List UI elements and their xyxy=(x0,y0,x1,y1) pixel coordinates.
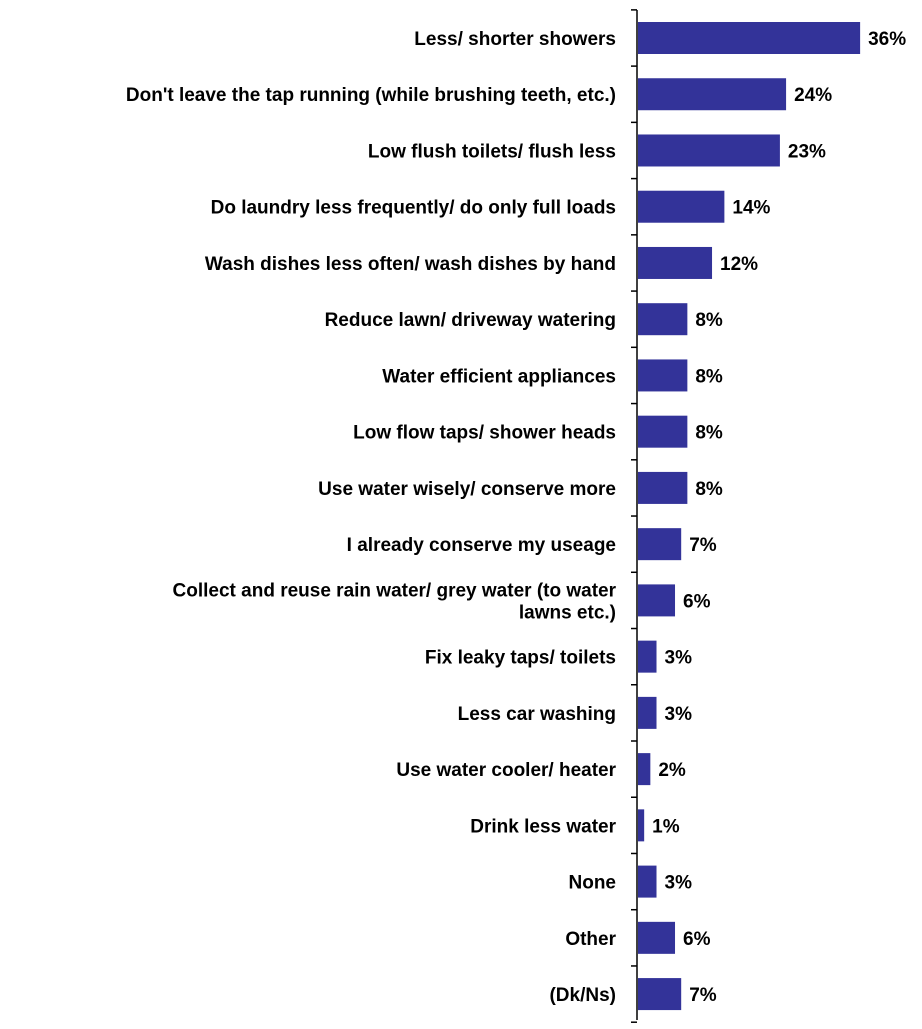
category-label-line: Other xyxy=(565,929,616,950)
category-label-line: Use water wisely/ conserve more xyxy=(318,479,616,500)
data-label: 6% xyxy=(683,929,711,950)
category-label-line: lawns etc.) xyxy=(519,602,616,623)
bar xyxy=(638,696,657,729)
category-label: Less/ shorter showers xyxy=(414,29,616,50)
data-label: 3% xyxy=(665,873,693,894)
category-label: Use water wisely/ conserve more xyxy=(318,479,616,500)
bar xyxy=(638,303,688,336)
category-label: Fix leaky taps/ toilets xyxy=(425,648,616,669)
category-label-line: Fix leaky taps/ toilets xyxy=(425,648,616,669)
data-label: 7% xyxy=(689,985,717,1006)
category-label-line: Reduce lawn/ driveway watering xyxy=(325,310,616,331)
data-label: 8% xyxy=(695,366,723,387)
category-label: Wash dishes less often/ wash dishes by h… xyxy=(205,254,616,275)
data-label: 23% xyxy=(788,141,826,162)
data-label: 14% xyxy=(732,198,770,219)
bar xyxy=(638,246,713,279)
axis-ticks xyxy=(631,9,637,1023)
bar xyxy=(638,190,725,223)
category-label: Collect and reuse rain water/ grey water… xyxy=(173,580,617,623)
bar xyxy=(638,78,787,111)
bar xyxy=(638,809,645,842)
category-label-line: None xyxy=(569,873,617,894)
bar xyxy=(638,978,682,1011)
data-label: 36% xyxy=(868,29,906,50)
category-label: (Dk/Ns) xyxy=(549,985,616,1006)
category-label: Water efficient appliances xyxy=(382,366,616,387)
category-label: Low flow taps/ shower heads xyxy=(353,423,616,444)
bar xyxy=(638,471,688,504)
category-label: Less car washing xyxy=(458,704,616,725)
data-label: 24% xyxy=(794,85,832,106)
bar xyxy=(638,528,682,561)
category-label-line: Collect and reuse rain water/ grey water… xyxy=(173,580,617,601)
category-label-line: Don't leave the tap running (while brush… xyxy=(126,85,616,106)
data-label: 12% xyxy=(720,254,758,275)
category-label-line: Do laundry less frequently/ do only full… xyxy=(211,198,616,219)
bar xyxy=(638,640,657,673)
category-label-line: Use water cooler/ heater xyxy=(396,760,616,781)
category-label-line: Drink less water xyxy=(470,816,616,837)
bar xyxy=(638,22,861,54)
bar xyxy=(638,753,651,786)
category-label: Drink less water xyxy=(470,816,616,837)
bar xyxy=(638,415,688,448)
bar xyxy=(638,865,657,898)
data-label: 8% xyxy=(695,310,723,331)
category-label: Do laundry less frequently/ do only full… xyxy=(211,198,616,219)
data-label: 7% xyxy=(689,535,717,556)
data-label: 3% xyxy=(665,648,693,669)
data-label: 1% xyxy=(652,816,680,837)
category-label: Use water cooler/ heater xyxy=(396,760,616,781)
data-label: 3% xyxy=(665,704,693,725)
data-label: 8% xyxy=(695,423,723,444)
category-label: None xyxy=(569,873,617,894)
category-label: Low flush toilets/ flush less xyxy=(368,141,616,162)
data-label: 8% xyxy=(695,479,723,500)
category-label-line: Water efficient appliances xyxy=(382,366,616,387)
category-labels: Less/ shorter showers Don't leave the tap… xyxy=(126,29,617,1006)
bar xyxy=(638,921,676,954)
category-label-line: Wash dishes less often/ wash dishes by h… xyxy=(205,254,616,275)
category-label: Don't leave the tap running (while brush… xyxy=(126,85,616,106)
data-label: 6% xyxy=(683,591,711,612)
category-label: I already conserve my useage xyxy=(347,535,616,556)
bars xyxy=(638,22,861,1011)
category-label-line: I already conserve my useage xyxy=(347,535,616,556)
category-label-line: Low flow taps/ shower heads xyxy=(353,423,616,444)
category-label-line: Less car washing xyxy=(458,704,616,725)
bar xyxy=(638,359,688,392)
data-label: 2% xyxy=(658,760,686,781)
data-labels: 36% 24% 23% 14% 12% 8% 8% 8% 8% 7% 6% 3% 3% 2% 1% 3% 6% 7… xyxy=(652,29,906,1006)
bar xyxy=(638,134,780,167)
bar xyxy=(638,584,676,617)
category-label-line: Less/ shorter showers xyxy=(414,29,616,50)
category-label: Other xyxy=(565,929,616,950)
category-label: Reduce lawn/ driveway watering xyxy=(325,310,616,331)
category-label-line: Low flush toilets/ flush less xyxy=(368,141,616,162)
category-label-line: (Dk/Ns) xyxy=(549,985,616,1006)
